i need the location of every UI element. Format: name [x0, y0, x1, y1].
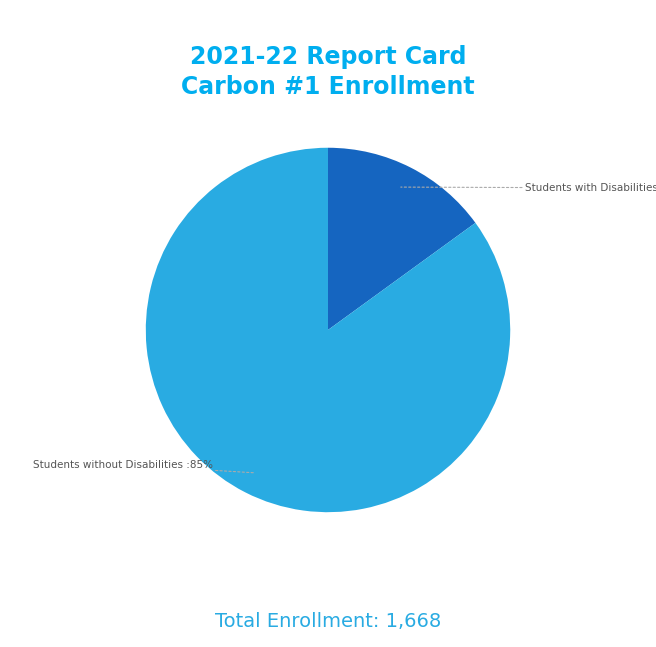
Wedge shape — [146, 148, 510, 512]
Text: 2021-22 Report Card
Carbon #1 Enrollment: 2021-22 Report Card Carbon #1 Enrollment — [181, 45, 475, 99]
Text: Total Enrollment: 1,668: Total Enrollment: 1,668 — [215, 611, 441, 631]
Wedge shape — [328, 148, 476, 330]
Text: Students with Disabilities :15%: Students with Disabilities :15% — [401, 183, 656, 193]
Text: Students without Disabilities :85%: Students without Disabilities :85% — [33, 460, 255, 473]
